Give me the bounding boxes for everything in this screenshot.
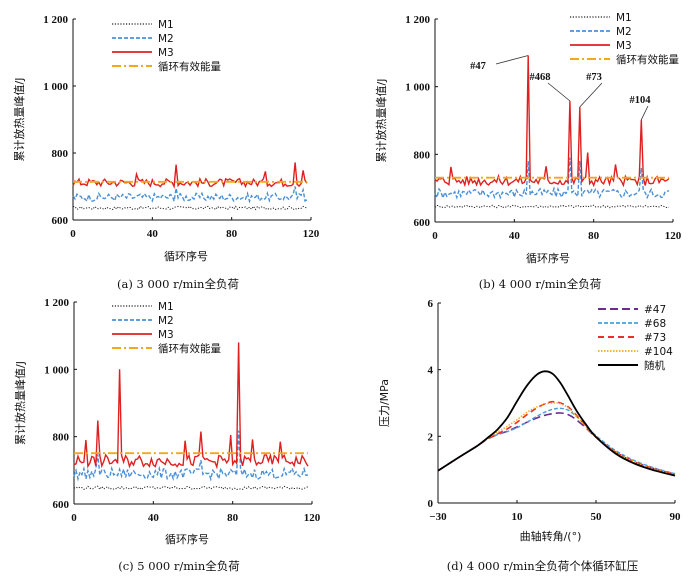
x-tick-label: 0 xyxy=(70,228,76,240)
series-line-M3 xyxy=(434,55,670,188)
y-tick-label: 800 xyxy=(53,432,70,444)
x-tick-label: 40 xyxy=(147,228,159,240)
y-tick-label: 4 xyxy=(428,365,434,377)
x-tick-label: −30 xyxy=(429,511,447,523)
y-axis-label: 累计放热量峰值/J xyxy=(12,78,26,162)
annotation-label: #104 xyxy=(630,95,652,106)
x-tick-label: 80 xyxy=(588,230,600,242)
legend-label: M3 xyxy=(158,329,174,341)
x-tick-label: 50 xyxy=(591,511,603,523)
series-line-随机 xyxy=(437,370,676,477)
y-tick-label: 1 000 xyxy=(44,364,69,376)
panel-caption: (a) 3 000 r/min全负荷 xyxy=(117,277,239,291)
x-tick-label: 40 xyxy=(509,230,521,242)
y-tick-label: 6 xyxy=(428,298,434,310)
y-tick-label: 1 200 xyxy=(405,14,430,26)
legend-label: #73 xyxy=(644,332,666,344)
series-line-M2 xyxy=(72,186,308,204)
legend-label: M3 xyxy=(158,47,174,59)
x-tick-label: 0 xyxy=(71,512,77,524)
annotation-leader xyxy=(495,55,529,65)
x-axis-label: 循环序号 xyxy=(165,532,209,546)
x-axis-label: 循环序号 xyxy=(526,251,570,265)
panel-a: 600 800 1 000 1 200 0 40 80 120 循环序号 累计放热量峰值/J (a)… xyxy=(12,14,320,291)
y-tick-label: 1 200 xyxy=(44,297,69,309)
x-axis-label: 循环序号 xyxy=(164,249,208,263)
legend-label: M1 xyxy=(616,12,632,24)
x-axis-label: 曲轴转角/(°) xyxy=(520,529,582,543)
x-tick-label: 10 xyxy=(512,511,524,523)
legend-label: 循环有效能量 xyxy=(158,342,221,355)
annotation-leader xyxy=(640,105,649,120)
y-axis-label: 累计放热量峰值/J xyxy=(374,79,388,163)
panel-b: 600 800 1 000 1 200 0 40 80 120 循环序号 累计放热量峰值/J (b)… xyxy=(374,12,682,291)
series-line-M1 xyxy=(72,205,308,211)
y-tick-label: 800 xyxy=(52,148,69,160)
x-tick-label: 120 xyxy=(665,230,682,242)
y-tick-label: 800 xyxy=(414,149,431,161)
x-tick-label: 40 xyxy=(148,512,160,524)
legend-label: M2 xyxy=(158,33,174,45)
series-line-#47 xyxy=(437,412,676,476)
series-line-#68 xyxy=(437,407,676,475)
annotation-label: #73 xyxy=(586,72,602,83)
annotation-label: #47 xyxy=(470,61,486,72)
series-line-M2 xyxy=(434,157,670,201)
panel-caption: (d) 4 000 r/min全负荷个体循环缸压 xyxy=(447,559,638,573)
y-tick-label: 600 xyxy=(52,215,69,227)
legend-label: #47 xyxy=(644,304,666,316)
x-tick-label: 90 xyxy=(670,511,682,523)
legend-label: M1 xyxy=(158,301,174,313)
x-tick-label: 120 xyxy=(303,228,320,240)
y-tick-label: 1 000 xyxy=(43,81,68,93)
annotation-leader xyxy=(579,82,603,108)
x-tick-label: 80 xyxy=(226,228,238,240)
y-tick-label: 1 200 xyxy=(43,14,68,26)
legend-label: #104 xyxy=(644,346,673,358)
y-tick-label: 2 xyxy=(428,431,434,443)
x-tick-label: 120 xyxy=(304,512,321,524)
legend-label: 随机 xyxy=(644,359,665,372)
legend-label: M2 xyxy=(158,315,174,327)
legend-label: M2 xyxy=(616,26,632,38)
legend-label: 循环有效能量 xyxy=(616,53,679,66)
annotation-leader xyxy=(547,82,571,102)
series-line-M2 xyxy=(73,430,309,482)
legend-label: #68 xyxy=(644,318,666,330)
y-axis-label: 压力/MPa xyxy=(378,379,391,427)
legend-label: M3 xyxy=(616,40,632,52)
panel-caption: (c) 5 000 r/min全负荷 xyxy=(118,559,240,573)
x-tick-label: 80 xyxy=(227,512,239,524)
series-line-M1 xyxy=(73,485,309,491)
series-line-M3 xyxy=(72,162,308,190)
x-tick-label: 0 xyxy=(432,230,438,242)
y-tick-label: 0 xyxy=(428,498,434,510)
y-tick-label: 600 xyxy=(414,217,431,229)
legend-label: 循环有效能量 xyxy=(158,60,221,73)
panel-c: 600 800 1 000 1 200 0 40 80 120 循环序号 累计放热量峰值/J (c)… xyxy=(13,297,321,573)
series-line-M1 xyxy=(434,204,670,209)
annotation-label: #468 xyxy=(530,72,551,83)
legend-label: M1 xyxy=(158,19,174,31)
panel-caption: (b) 4 000 r/min全负荷 xyxy=(479,277,601,291)
series-line-M3 xyxy=(73,342,309,470)
y-tick-label: 1 000 xyxy=(405,82,430,94)
panel-d: 0 2 4 6 −30 10 50 90 曲轴转角/(°) 压力/MPa (d) 4 000 r/m… xyxy=(378,298,681,573)
y-tick-label: 600 xyxy=(53,499,70,511)
y-axis-label: 累计放热量峰值/J xyxy=(13,361,27,445)
